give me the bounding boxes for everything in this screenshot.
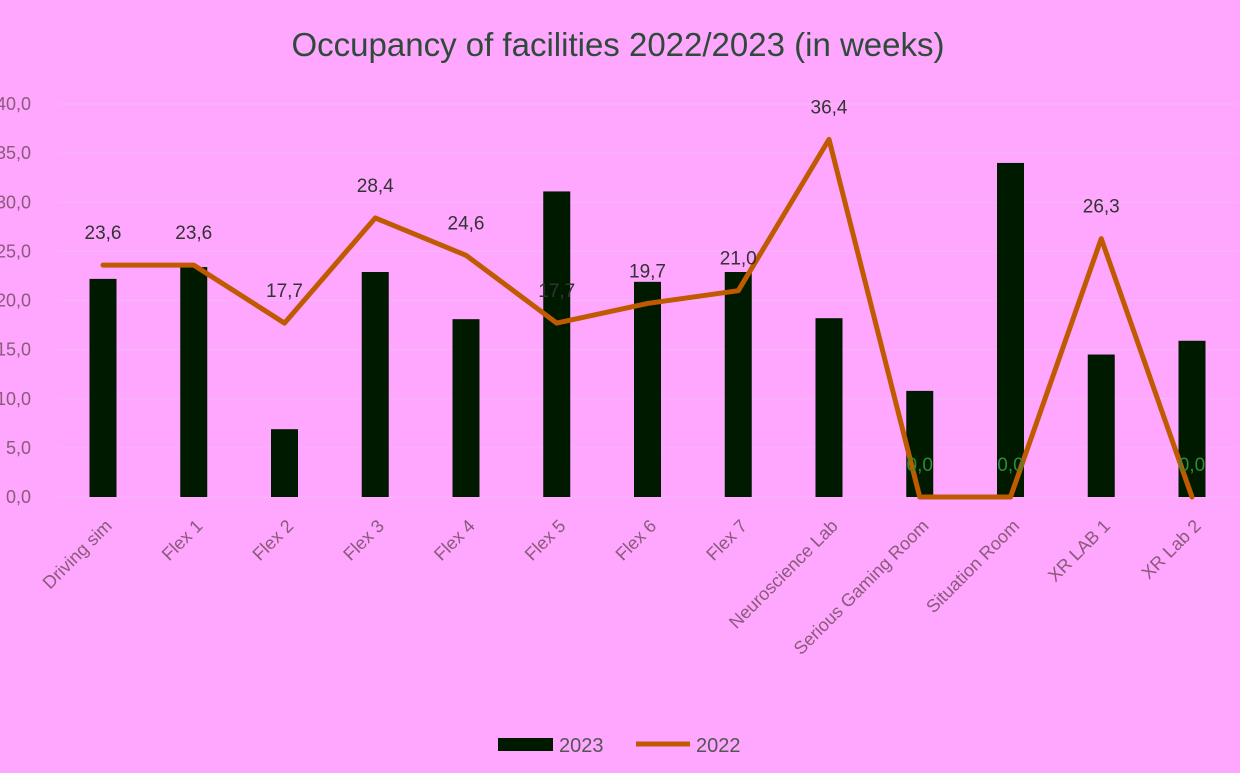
data-label-2022: 17,7 <box>538 281 575 302</box>
y-tick-label: 20,0 <box>0 291 31 311</box>
data-label-2022: 36,4 <box>811 97 848 118</box>
x-tick-label: Flex 7 <box>702 516 751 565</box>
bar-2023 <box>997 162 1024 497</box>
x-tick-label: Driving sim <box>39 516 116 593</box>
bar-2023 <box>180 267 208 497</box>
y-tick-label: 10,0 <box>0 389 31 409</box>
x-tick-label: Flex 1 <box>158 516 207 565</box>
bar-2023 <box>452 319 480 497</box>
x-tick-label: Situation Room <box>922 516 1023 617</box>
bar-2023 <box>361 272 389 497</box>
bar-2023 <box>89 278 117 497</box>
legend-label-2023: 2023 <box>559 735 604 757</box>
data-label-2022: 21,0 <box>720 249 757 270</box>
data-label-2022: 0,0 <box>1179 455 1205 476</box>
data-label-2022: 24,6 <box>448 213 485 234</box>
y-tick-label: 25,0 <box>0 241 31 261</box>
line-2022 <box>100 136 1195 500</box>
x-tick-label: Flex 6 <box>612 516 661 565</box>
data-label-2022: 23,6 <box>175 223 212 244</box>
data-label-2022: 28,4 <box>357 176 394 197</box>
data-label-2022: 19,7 <box>629 261 666 282</box>
y-tick-label: 35,0 <box>0 143 31 163</box>
y-tick-label: 15,0 <box>0 340 31 360</box>
data-label-2022: 26,3 <box>1083 197 1120 218</box>
x-tick-label: XR Lab 2 <box>1138 516 1205 583</box>
bar-2023 <box>906 390 934 497</box>
bar-2023 <box>1087 354 1115 497</box>
bar-2023 <box>271 429 298 497</box>
data-label-2022: 17,7 <box>266 281 303 302</box>
data-label-2022: 23,6 <box>85 223 122 244</box>
y-tick-label: 30,0 <box>0 192 31 212</box>
chart-title: Occupancy of facilities 2022/2023 (in we… <box>291 26 945 63</box>
bar-2023 <box>543 191 571 497</box>
bar-2023 <box>815 318 843 497</box>
data-label-2022: 0,0 <box>997 455 1023 476</box>
x-tick-label: XR LAB 1 <box>1044 516 1114 586</box>
bar-2023 <box>634 281 661 497</box>
data-label-2022: 0,0 <box>907 455 933 476</box>
y-tick-label: 5,0 <box>6 438 31 458</box>
x-tick-label: Flex 5 <box>521 516 570 565</box>
legend: 2023 2022 <box>498 735 741 757</box>
y-tick-label: 40,0 <box>0 94 31 114</box>
x-tick-label: Flex 2 <box>249 516 298 565</box>
x-tick-label: Flex 3 <box>339 516 388 565</box>
legend-swatch-2023 <box>498 738 553 751</box>
bar-2023 <box>724 272 752 497</box>
y-tick-label: 0,0 <box>6 487 31 507</box>
x-tick-label: Flex 4 <box>430 516 479 565</box>
legend-label-2022: 2022 <box>696 735 741 757</box>
